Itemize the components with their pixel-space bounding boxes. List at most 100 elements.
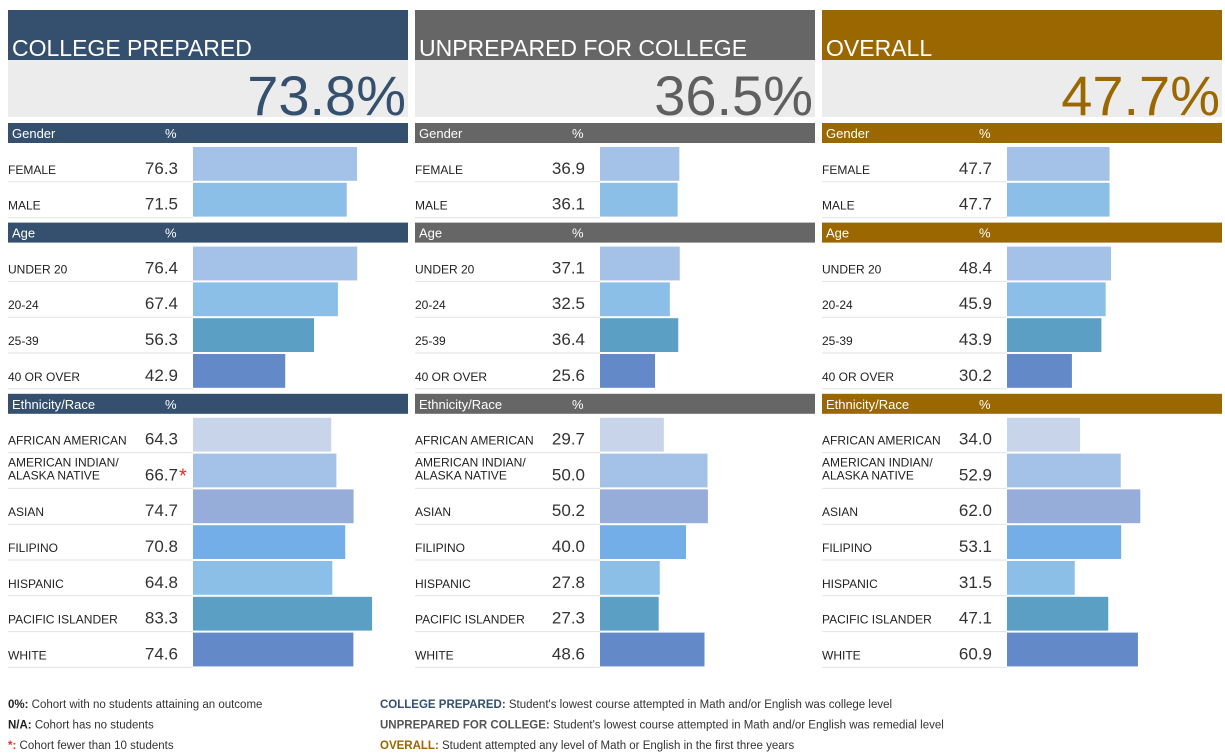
value-header: % [165, 397, 177, 412]
bar [1007, 182, 1110, 217]
category-label: 40 OR OVER [822, 370, 894, 384]
headline-band [8, 60, 408, 117]
category-label: FILIPINO [8, 541, 58, 555]
section-title: Age [826, 226, 849, 241]
value-label: 31.5 [959, 573, 992, 592]
section-title: Ethnicity/Race [419, 397, 502, 412]
footnote-text: Student's lowest course attempted in Mat… [550, 720, 944, 732]
bar [600, 489, 708, 524]
bar [1007, 489, 1141, 524]
bar [600, 182, 678, 217]
bar [193, 596, 373, 631]
bar [600, 354, 656, 388]
headline-band [822, 60, 1222, 117]
value-label: 83.3 [145, 609, 178, 628]
bar [193, 318, 315, 352]
footnote: *: Cohort fewer than 10 students [8, 740, 174, 752]
footnote: 0%: Cohort with no students attaining an… [8, 699, 262, 711]
section-header [8, 123, 408, 143]
value-label: 32.5 [552, 294, 585, 313]
title-band [415, 10, 815, 60]
value-label: 74.6 [145, 644, 178, 663]
value-label: 42.9 [145, 366, 178, 385]
label-line: ALASKA NATIVE [415, 469, 507, 483]
footnote-term: *: [8, 740, 16, 752]
value-header: % [165, 126, 177, 141]
footnote-term: 0%: [8, 699, 28, 711]
label-line: AMERICAN INDIAN/ [8, 456, 119, 470]
category-label: PACIFIC ISLANDER [415, 613, 525, 627]
bar [1007, 282, 1106, 317]
value-label: 27.8 [552, 573, 585, 592]
footnote-text: Cohort has no students [32, 720, 154, 732]
value-label: 64.8 [145, 573, 178, 592]
bar [600, 282, 670, 317]
headline-band [415, 60, 815, 117]
category-label: ASIAN [8, 505, 44, 519]
label-line: ALASKA NATIVE [822, 469, 914, 483]
bar [193, 182, 347, 217]
footnote-term: UNPREPARED FOR COLLEGE: [380, 720, 550, 732]
bar [193, 561, 333, 595]
section-header [822, 393, 1222, 414]
category-label: PACIFIC ISLANDER [822, 613, 932, 627]
category-label: FILIPINO [822, 541, 872, 555]
value-label: 67.4 [145, 294, 178, 313]
category-label: AMERICAN INDIAN/ALASKA NATIVE [8, 456, 119, 483]
bar [193, 282, 338, 317]
value-label: 48.6 [552, 644, 585, 663]
panel-title: COLLEGE PREPARED [12, 35, 252, 61]
value-label: 76.4 [145, 258, 178, 277]
footnote: UNPREPARED FOR COLLEGE: Student's lowest… [380, 720, 944, 732]
value-label: 27.3 [552, 609, 585, 628]
bar [600, 147, 680, 181]
bar [1007, 246, 1112, 281]
section-title: Gender [826, 126, 870, 141]
value-label: 47.1 [959, 609, 992, 628]
bar [1007, 354, 1072, 388]
bar [1007, 632, 1138, 667]
footnote: OVERALL: Student attempted any level of … [380, 740, 794, 752]
section-header [415, 393, 815, 414]
value-label: 53.1 [959, 537, 992, 556]
value-header: % [572, 226, 584, 241]
panel-title: OVERALL [826, 35, 932, 61]
category-label: FILIPINO [415, 541, 465, 555]
section-header [822, 222, 1222, 243]
section-header [415, 222, 815, 243]
category-label: AMERICAN INDIAN/ALASKA NATIVE [822, 456, 933, 483]
value-label: 36.4 [552, 330, 585, 349]
footnote-text: Cohort with no students attaining an out… [28, 699, 262, 711]
title-band [822, 10, 1222, 60]
category-label: 40 OR OVER [415, 370, 487, 384]
value-header: % [165, 226, 177, 241]
bar [193, 453, 337, 488]
category-label: 20-24 [822, 298, 853, 312]
category-label: ASIAN [822, 505, 858, 519]
category-label: 25-39 [415, 334, 446, 348]
category-label: PACIFIC ISLANDER [8, 613, 118, 627]
bar [193, 489, 354, 524]
value-label: 62.0 [959, 501, 992, 520]
category-label: MALE [415, 199, 448, 213]
category-label: FEMALE [415, 163, 463, 177]
category-label: HISPANIC [822, 577, 878, 591]
category-label: ASIAN [415, 505, 451, 519]
footnote: COLLEGE PREPARED: Student's lowest cours… [380, 699, 892, 711]
value-label: 47.7 [959, 159, 992, 178]
bar [193, 632, 354, 667]
category-label: UNDER 20 [822, 262, 882, 276]
category-label: WHITE [415, 648, 454, 662]
value-label: 70.8 [145, 537, 178, 556]
bar [600, 596, 659, 631]
category-label: FEMALE [8, 163, 56, 177]
value-label: 30.2 [959, 366, 992, 385]
section-title: Gender [12, 126, 56, 141]
bar [193, 417, 332, 452]
value-header: % [979, 397, 991, 412]
category-label: 40 OR OVER [8, 370, 80, 384]
value-label: 56.3 [145, 330, 178, 349]
value-label: 36.1 [552, 195, 585, 214]
bar [193, 147, 358, 181]
section-header [8, 393, 408, 414]
